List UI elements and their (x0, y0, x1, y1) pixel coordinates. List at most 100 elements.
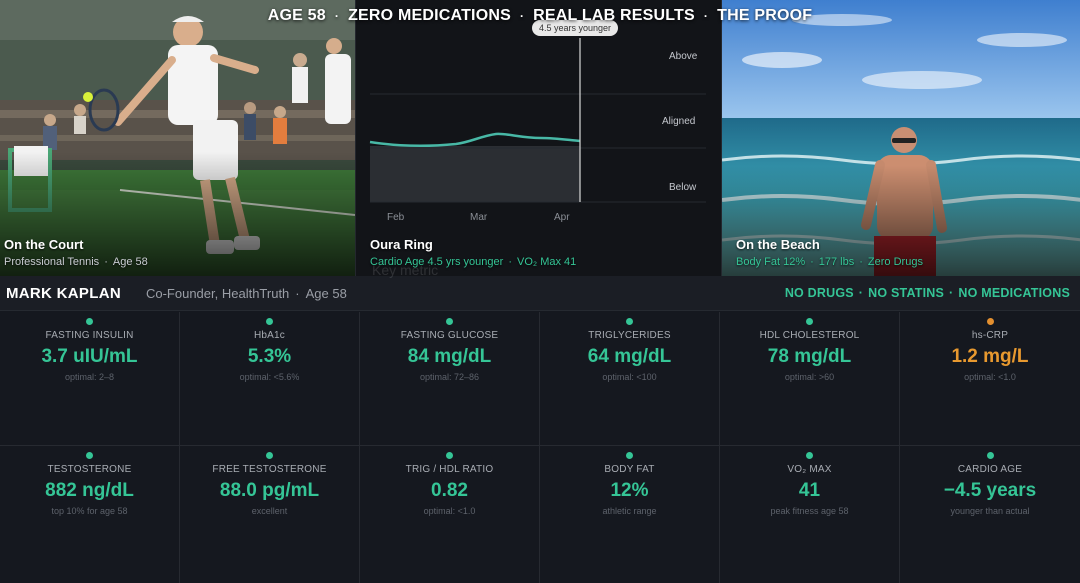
court-caption: On the Court Professional Tennis · Age 58 (4, 237, 148, 268)
status-dot (86, 452, 93, 459)
metric-label: TESTOSTERONE (47, 464, 132, 475)
profile-bar: Key metric MARK KAPLAN Co-Founder, Healt… (0, 262, 1080, 311)
profile-separator: · (295, 285, 300, 301)
status-dot (446, 452, 453, 459)
metric-value: 882 ng/dL (45, 480, 134, 501)
badge-no-drugs: NO DRUGS (784, 286, 854, 300)
metric-testosterone[interactable]: TESTOSTERONE 882 ng/dL top 10% for age 5… (0, 446, 180, 583)
status-dot (626, 318, 633, 325)
badge-separator: · (858, 286, 864, 300)
metric-value: 78 mg/dL (767, 346, 852, 367)
month-label-apr: Apr (554, 212, 570, 223)
metric-value: 3.7 uIU/mL (41, 346, 138, 367)
beach-weight: 177 lbs (818, 256, 855, 268)
metric-label: HDL CHOLESTEROL (759, 330, 860, 341)
metric-value: 88.0 pg/mL (219, 480, 320, 501)
badge-separator: · (949, 286, 954, 300)
badge-no-statins: NO STATINS (868, 286, 945, 300)
chart-tooltip: 4.5 years younger (532, 20, 619, 36)
metric-value: 0.82 (431, 480, 468, 501)
status-dot (806, 452, 813, 459)
beach-zero-drugs: Zero Drugs (867, 256, 923, 268)
court-title: On the Court (4, 237, 84, 252)
beach-photo (722, 0, 1080, 276)
metric-label: FASTING INSULIN (45, 330, 134, 341)
metric-hs-crp[interactable]: hs-CRP 1.2 mg/L optimal: <1.0 (900, 312, 1080, 445)
metric-label: FASTING GLUCOSE (400, 330, 499, 341)
status-dot-warning (986, 318, 994, 325)
caption-separator: · (104, 256, 108, 268)
band-label-above: Above (669, 51, 698, 62)
court-subtitle: Professional Tennis · Age 58 (4, 256, 148, 268)
caption-separator: · (859, 256, 863, 268)
oura-caption: Oura Ring Cardio Age 4.5 yrs younger · VO₂… (370, 237, 576, 268)
metric-note: athletic range (602, 506, 657, 516)
beach-photo-panel[interactable]: On the Beach Body Fat 12% · 177 lbs · Zero D… (722, 0, 1080, 276)
profile-title: Co-Founder, HealthTruth (145, 285, 290, 301)
metric-note: optimal: <1.0 (964, 372, 1016, 382)
oura-cardio-age: Cardio Age 4.5 yrs younger (370, 256, 504, 268)
metric-free-testosterone[interactable]: FREE TESTOSTERONE 88.0 pg/mL excellent (180, 446, 360, 583)
headline-zero-medications: ZERO MEDICATIONS (348, 7, 511, 24)
status-dot (266, 318, 273, 325)
metric-label: CARDIO AGE (957, 464, 1023, 475)
metric-fasting-insulin[interactable]: FASTING INSULIN 3.7 uIU/mL optimal: 2–8 (0, 312, 180, 445)
metric-note: younger than actual (950, 506, 1030, 516)
court-photo-panel[interactable]: On the Court Professional Tennis · Age 58 (0, 0, 355, 276)
metric-label: VO₂ MAX (787, 464, 832, 475)
status-dot (626, 452, 633, 459)
metric-hdl-cholesterol[interactable]: HDL CHOLESTEROL 78 mg/dL optimal: >60 (720, 312, 900, 445)
court-age: Age 58 (112, 256, 148, 268)
status-dot (806, 318, 813, 325)
beach-body-fat: Body Fat 12% (736, 256, 806, 268)
metric-note: optimal: <1.0 (423, 506, 476, 516)
metric-fasting-glucose[interactable]: FASTING GLUCOSE 84 mg/dL optimal: 72–86 (360, 312, 540, 445)
status-dot (446, 318, 453, 325)
metric-body-fat[interactable]: BODY FAT 12% athletic range (540, 446, 720, 583)
status-dot (86, 318, 93, 325)
metric-label: HbA1c (253, 330, 285, 341)
metric-label: TRIG / HDL RATIO (405, 464, 494, 475)
band-label-below: Below (669, 182, 697, 193)
no-drugs-badges: NO DRUGS · NO STATINS · NO MEDICATIONS (785, 286, 1074, 300)
court-sport: Professional Tennis (4, 256, 100, 268)
headline: AGE 58 · ZERO MEDICATIONS · REAL LAB RES… (0, 0, 1080, 32)
ghost-text: Key metric (372, 262, 439, 278)
metric-value: 41 (798, 480, 821, 501)
metric-vo2-max[interactable]: VO₂ MAX 41 peak fitness age 58 (720, 446, 900, 583)
metric-trig-hdl-ratio[interactable]: TRIG / HDL RATIO 0.82 optimal: <1.0 (360, 446, 540, 583)
metric-note: top 10% for age 58 (51, 506, 128, 516)
metric-note: optimal: <5.6% (239, 372, 300, 382)
metrics-row-fitness: TESTOSTERONE 882 ng/dL top 10% for age 5… (0, 446, 1080, 583)
headline-separator: · (519, 9, 525, 23)
month-label-feb: Feb (387, 212, 405, 223)
metric-note: optimal: 72–86 (419, 372, 480, 382)
metric-value: 1.2 mg/L (951, 346, 1029, 367)
metric-cardio-age[interactable]: CARDIO AGE −4.5 years younger than actua… (900, 446, 1080, 583)
metric-triglycerides[interactable]: TRIGLYCERIDES 64 mg/dL optimal: <100 (540, 312, 720, 445)
cardio-age-chart (369, 38, 706, 203)
oura-title: Oura Ring (370, 237, 433, 252)
status-dot (266, 452, 273, 459)
metrics-grid: FASTING INSULIN 3.7 uIU/mL optimal: 2–8 … (0, 312, 1080, 583)
metric-value: −4.5 years (943, 480, 1037, 501)
oura-chart-panel[interactable]: 4.5 years younger Above Aligned Below Fe… (355, 0, 722, 276)
metric-note: excellent (251, 506, 288, 516)
beach-title: On the Beach (736, 237, 820, 252)
headline-proof: THE PROOF (717, 7, 813, 24)
metrics-row-labs: FASTING INSULIN 3.7 uIU/mL optimal: 2–8 … (0, 312, 1080, 446)
headline-lab-results: REAL LAB RESULTS (533, 7, 695, 24)
profile-name: MARK KAPLAN (6, 284, 121, 302)
month-label-mar: Mar (470, 212, 488, 223)
oura-subtitle: Cardio Age 4.5 yrs younger · VO₂ Max 41 (370, 256, 576, 268)
metric-label: hs-CRP (971, 330, 1009, 341)
headline-separator: · (703, 9, 709, 23)
metric-value: 5.3% (247, 346, 292, 367)
metric-hba1c[interactable]: HbA1c 5.3% optimal: <5.6% (180, 312, 360, 445)
metric-note: optimal: <100 (602, 372, 657, 382)
metric-value: 84 mg/dL (407, 346, 492, 367)
metric-note: peak fitness age 58 (770, 506, 849, 516)
tennis-court-photo (0, 0, 355, 276)
metric-label: TRIGLYCERIDES (588, 330, 671, 341)
badge-no-medications: NO MEDICATIONS (958, 286, 1070, 300)
